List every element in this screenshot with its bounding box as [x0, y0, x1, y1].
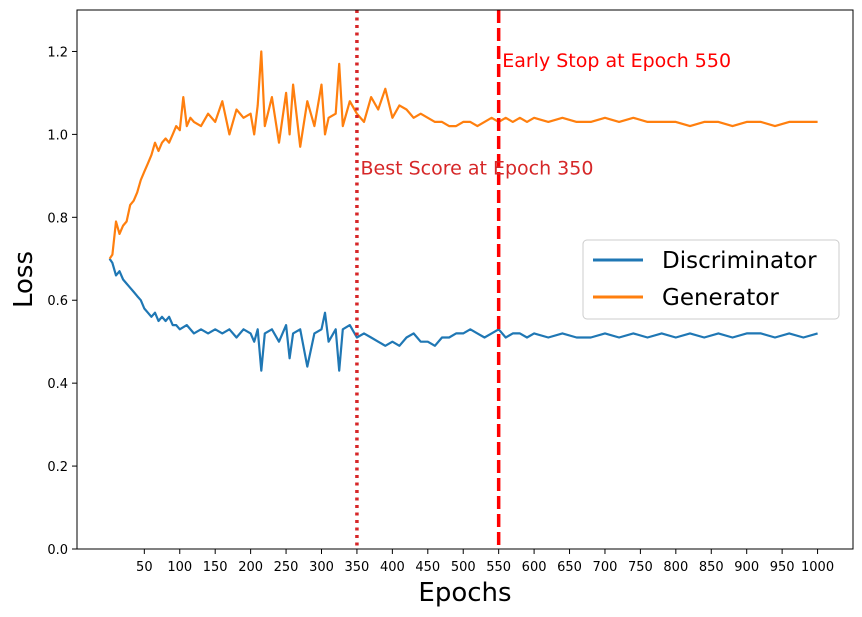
y-axis-title: Loss: [9, 251, 39, 308]
x-tick-label: 600: [522, 560, 547, 575]
x-tick-label: 200: [238, 560, 263, 575]
x-tick-label: 150: [203, 560, 228, 575]
x-tick-label: 350: [345, 560, 370, 575]
legend-label-generator: Generator: [662, 285, 779, 311]
y-tick-label: 1.2: [47, 45, 68, 60]
y-tick-label: 0.0: [47, 543, 68, 558]
x-tick-label: 1000: [801, 560, 834, 575]
y-tick-label: 1.0: [47, 128, 68, 143]
x-tick-label: 400: [380, 560, 405, 575]
legend-label-discriminator: Discriminator: [662, 248, 817, 274]
x-tick-label: 800: [663, 560, 688, 575]
x-tick-label: 100: [167, 560, 192, 575]
x-tick-label: 550: [486, 560, 511, 575]
early-stop-annotation: Early Stop at Epoch 550: [502, 50, 731, 72]
legend-box: [582, 239, 840, 320]
x-tick-label: 650: [557, 560, 582, 575]
x-tick-label: 900: [734, 560, 759, 575]
x-tick-label: 750: [628, 560, 653, 575]
y-tick-label: 0.8: [47, 211, 68, 226]
x-tick-label: 250: [274, 560, 299, 575]
x-tick-label: 950: [770, 560, 795, 575]
x-tick-label: 500: [451, 560, 476, 575]
series-line-generator: [108, 50, 818, 260]
x-tick-label: 450: [415, 560, 440, 575]
series-line-discriminator: [108, 258, 818, 372]
best-score-annotation: Best Score at Epoch 350: [360, 158, 593, 180]
x-tick-label: 700: [593, 560, 618, 575]
x-axis-title: Epochs: [418, 578, 511, 608]
y-tick-label: 0.6: [47, 294, 68, 309]
axis-ticks: 50 100 150 200 250 300 350 400 450 500 550 600 650 70…: [47, 45, 834, 575]
x-tick-label: 300: [309, 560, 334, 575]
x-tick-label: 50: [136, 560, 153, 575]
legend: Discriminator Generator: [582, 239, 840, 320]
y-tick-label: 0.4: [47, 377, 68, 392]
y-tick-label: 0.2: [47, 460, 68, 475]
plot-area: [108, 10, 818, 549]
x-tick-label: 850: [699, 560, 724, 575]
axes-frame: [76, 9, 854, 550]
